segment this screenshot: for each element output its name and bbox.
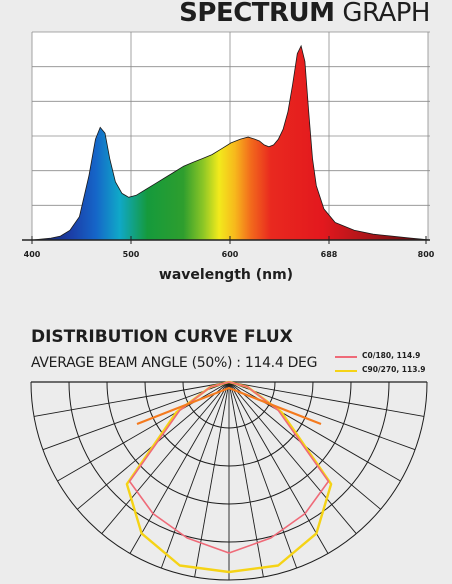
polar-accent-line <box>136 386 322 426</box>
legend: C0/180, 114.9 C90/270, 113.9 <box>335 350 445 378</box>
legend-swatch-c0 <box>335 356 357 358</box>
legend-swatch-c90 <box>335 370 357 372</box>
polar-spoke <box>42 381 230 451</box>
polar-series-line <box>125 380 333 574</box>
polar-series-line <box>128 381 330 554</box>
polar-spoke <box>101 381 230 534</box>
spectrum-title-light: GRAPH <box>342 0 430 28</box>
x-tick-label: 400 <box>24 250 41 259</box>
legend-item-c90: C90/270, 113.9 <box>335 364 445 378</box>
polar-spoke <box>194 381 230 578</box>
x-tick-label: 800 <box>418 250 435 259</box>
polar-spoke <box>228 381 298 569</box>
spectrum-title: SPECTRUM GRAPH <box>179 0 430 29</box>
legend-item-c0: C0/180, 114.9 <box>335 350 445 364</box>
polar-series <box>125 380 333 574</box>
x-axis-label: wavelength (nm) <box>158 267 294 283</box>
x-tick-labels: 400 500 600 688 800 <box>24 236 435 259</box>
distribution-title: DISTRIBUTION CURVE FLUX <box>31 327 293 347</box>
x-tick-label: 500 <box>123 250 140 259</box>
spectrum-chart: 400 500 600 688 800 <box>22 31 435 259</box>
polar-spoke <box>228 381 357 534</box>
polar-spoke <box>160 381 230 569</box>
x-tick-label: 600 <box>222 250 239 259</box>
legend-label-c90: C90/270, 113.9 <box>362 365 426 374</box>
polar-grid <box>30 381 428 581</box>
spectrum-title-bold: SPECTRUM <box>179 0 335 28</box>
polar-spoke <box>33 381 230 417</box>
polar-spoke <box>228 381 425 417</box>
x-tick-label: 688 <box>321 250 338 259</box>
legend-label-c0: C0/180, 114.9 <box>362 351 421 360</box>
polar-spoke <box>129 381 230 554</box>
polar-spoke <box>228 381 264 578</box>
polar-spoke <box>228 381 416 451</box>
beam-angle-text: AVERAGE BEAM ANGLE (50%) : 114.4 DEG <box>31 355 318 371</box>
spectrum-area <box>31 44 431 241</box>
polar-spoke <box>228 381 329 554</box>
